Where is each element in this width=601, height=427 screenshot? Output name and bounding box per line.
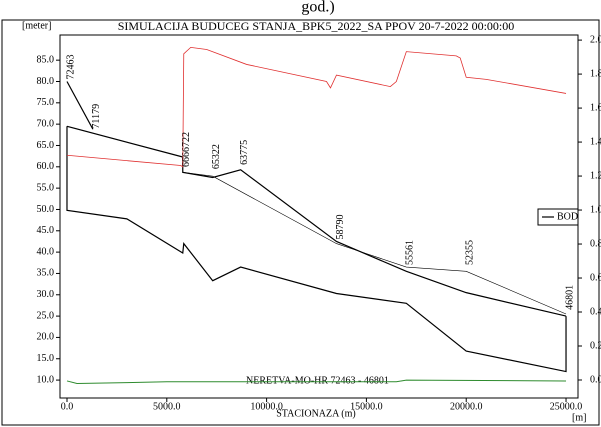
station-label: 6666722 [181,132,192,167]
station-label: 71179 [91,104,102,129]
station-label: 58790 [335,214,346,239]
plot-frame [59,34,579,399]
station-label: 52355 [465,240,476,265]
branch-label: NERETVA-MO-HR 72463 - 46801 [246,375,389,386]
station-label: 72463 [65,54,76,79]
y2-tick-label: 0.2 [590,340,601,351]
y2-tick-label: 0.0 [590,374,601,385]
series-line [182,172,567,315]
x-unit: [m] [572,412,586,423]
chart-title: SIMULACIJA BUDUCEG STANJA_BPK5_2022_SA P… [118,19,515,33]
legend-box [537,208,579,226]
station-label: 65322 [211,144,222,169]
x-tick-label: 25000.0 [550,401,583,412]
series-line [66,379,567,384]
y2-tick-label: 0.6 [590,272,601,283]
y2-tick-label: 1.0 [590,204,601,215]
station-label: 46801 [564,285,575,310]
y-tick-label: 60.0 [37,161,55,172]
y-tick-label: 20.0 [37,332,55,343]
y-tick-label: 35.0 [37,268,55,279]
y-tick-label: 30.0 [37,289,55,300]
y2-tick-label: 1.2 [590,170,601,181]
top-text: god.) [301,0,334,16]
y-tick-label: 55.0 [37,182,55,193]
x-tick-label: 10000.0 [250,401,283,412]
y-tick-label: 80.0 [37,76,55,87]
x-axis-label: STACIONAZA (m) [276,408,355,419]
y-tick-label: 70.0 [37,118,55,129]
y-tick-label: 65.0 [37,140,55,151]
y-tick-label: 50.0 [37,204,55,215]
x-tick-label: 5000.0 [153,401,181,412]
series-line [66,46,567,168]
y-tick-label: 25.0 [37,310,55,321]
y-tick-label: 45.0 [37,225,55,236]
y-tick-label: 10.0 [37,374,55,385]
y2-tick-label: 2.0 [590,34,601,45]
y2-tick-label: 0.8 [590,238,601,249]
legend-label: BOD [557,211,578,222]
y-tick-label: 15.0 [37,353,55,364]
series-line [66,81,94,130]
y2-tick-label: 1.4 [590,136,601,147]
outer-frame [1,19,600,426]
y2-tick-label: 0.4 [590,306,601,317]
y-tick-label: 40.0 [37,246,55,257]
y2-tick-label: 1.6 [590,102,601,113]
station-label: 55561 [405,240,416,265]
y2-tick-label: 1.8 [590,68,601,79]
x-tick-label: 15000.0 [350,401,383,412]
station-label: 63775 [239,140,250,165]
series-line [66,126,567,373]
x-tick-label: 20000.0 [450,401,483,412]
y-unit: [meter] [22,20,51,31]
y-tick-label: 85.0 [37,54,55,65]
y-tick-label: 75.0 [37,97,55,108]
x-tick-label: 0.0 [61,401,74,412]
